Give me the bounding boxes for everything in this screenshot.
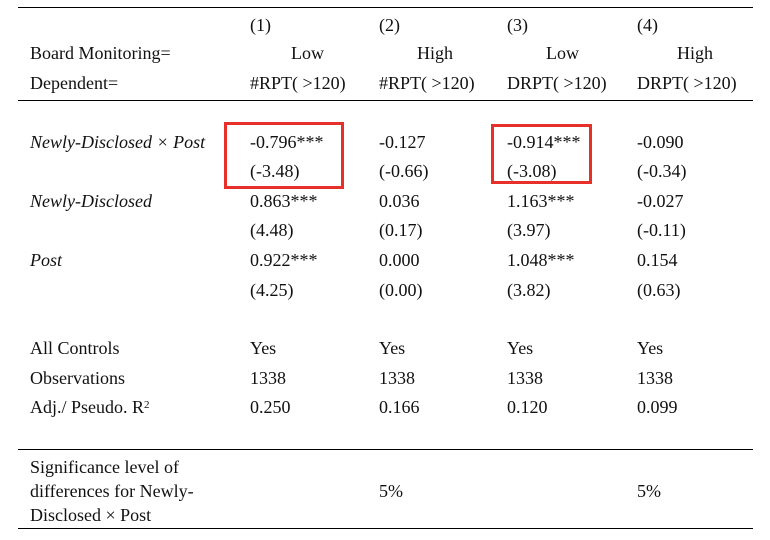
stat-all-controls-4: Yes — [637, 338, 664, 358]
r-squared-superscript: 2 — [144, 399, 150, 411]
coef-interaction-1: -0.796*** — [250, 132, 324, 152]
stat-observations-2: 1338 — [379, 368, 415, 388]
top-rule — [18, 7, 753, 8]
tstat-newly-disclosed-4: (-0.11) — [637, 220, 686, 240]
coef-post-3: 1.048*** — [507, 250, 575, 270]
col-number-1: (1) — [250, 15, 271, 35]
dependent-label: Dependent= — [30, 73, 119, 93]
stat-observations-4: 1338 — [637, 368, 673, 388]
stat-observations-1: 1338 — [250, 368, 286, 388]
stat-r-squared-3: 0.120 — [507, 397, 548, 417]
coef-post-1: 0.922*** — [250, 250, 318, 270]
highlight-box-col-1 — [224, 122, 344, 189]
stat-all-controls-1: Yes — [250, 338, 277, 358]
significance-label-line-1: Significance level of — [30, 457, 179, 477]
coef-newly-disclosed-2: 0.036 — [379, 191, 420, 211]
significance-label-line-3: Disclosed × Post — [30, 505, 152, 525]
highlight-box-col-3 — [491, 124, 592, 184]
coef-post-4: 0.154 — [637, 250, 678, 270]
coef-interaction-3: -0.914*** — [507, 132, 581, 152]
tstat-newly-disclosed-1: (4.48) — [250, 220, 294, 240]
tstat-post-2: (0.00) — [379, 280, 423, 300]
stat-label-all-controls: All Controls — [30, 338, 120, 358]
coef-newly-disclosed-4: -0.027 — [637, 191, 684, 211]
significance-value-2: 5% — [379, 481, 403, 501]
coef-interaction-2: -0.127 — [379, 132, 426, 152]
stat-r-squared-4: 0.099 — [637, 397, 678, 417]
dependent-value-4: DRPT( >120) — [637, 73, 737, 93]
stat-all-controls-2: Yes — [379, 338, 406, 358]
row-label-post: Post — [30, 250, 63, 270]
board-value-2: High — [417, 43, 453, 63]
stat-label-r-squared: Adj./ Pseudo. R2 — [30, 397, 150, 417]
tstat-newly-disclosed-3: (3.97) — [507, 220, 551, 240]
coef-interaction-4: -0.090 — [637, 132, 684, 152]
tstat-post-1: (4.25) — [250, 280, 294, 300]
bottom-rule — [18, 528, 753, 529]
board-value-1: Low — [291, 43, 324, 63]
coef-newly-disclosed-3: 1.163*** — [507, 191, 575, 211]
tstat-interaction-3: (-3.08) — [507, 161, 557, 181]
tstat-interaction-1: (-3.48) — [250, 161, 300, 181]
col-number-4: (4) — [637, 15, 658, 35]
col-number-3: (3) — [507, 15, 528, 35]
coef-newly-disclosed-1: 0.863*** — [250, 191, 318, 211]
board-value-3: Low — [546, 43, 579, 63]
significance-value-4: 5% — [637, 481, 661, 501]
stat-r-squared-2: 0.166 — [379, 397, 420, 417]
board-value-4: High — [677, 43, 713, 63]
header-rule — [18, 100, 753, 101]
stat-all-controls-3: Yes — [507, 338, 534, 358]
tstat-interaction-4: (-0.34) — [637, 161, 687, 181]
row-label-newly-disclosed: Newly-Disclosed — [30, 191, 152, 211]
r-squared-label-text: Adj./ Pseudo. R — [30, 397, 145, 417]
dependent-value-1: #RPT( >120) — [250, 73, 346, 93]
dependent-value-3: DRPT( >120) — [507, 73, 607, 93]
stat-label-observations: Observations — [30, 368, 125, 388]
tstat-post-3: (3.82) — [507, 280, 551, 300]
tstat-post-4: (0.63) — [637, 280, 681, 300]
board-monitoring-label: Board Monitoring= — [30, 43, 171, 63]
col-number-2: (2) — [379, 15, 400, 35]
dependent-value-2: #RPT( >120) — [379, 73, 475, 93]
stat-r-squared-1: 0.250 — [250, 397, 291, 417]
coef-post-2: 0.000 — [379, 250, 420, 270]
significance-rule — [18, 449, 753, 450]
tstat-interaction-2: (-0.66) — [379, 161, 429, 181]
row-label-interaction: Newly-Disclosed × Post — [30, 132, 206, 152]
tstat-newly-disclosed-2: (0.17) — [379, 220, 423, 240]
significance-label-line-2: differences for Newly- — [30, 481, 194, 501]
stat-observations-3: 1338 — [507, 368, 543, 388]
